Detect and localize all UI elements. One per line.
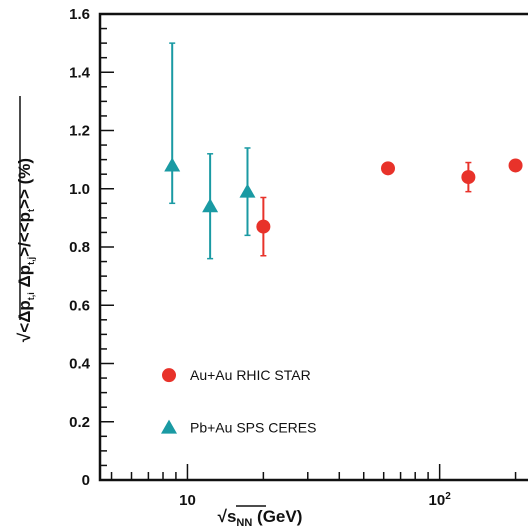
legend-label: Pb+Au SPS CERES bbox=[190, 420, 316, 436]
y-tick-label: 1.4 bbox=[69, 64, 91, 81]
data-point bbox=[164, 157, 181, 172]
x-tick-label: 10 bbox=[179, 492, 196, 509]
axis-ticks bbox=[100, 13, 517, 481]
y-tick-label: 0.4 bbox=[69, 356, 91, 373]
y-tick-label: 1.2 bbox=[69, 123, 90, 140]
legend-marker bbox=[161, 419, 177, 434]
data-point bbox=[508, 158, 523, 173]
y-tick-label: 0.8 bbox=[69, 239, 90, 256]
legend: Au+Au RHIC STAR Pb+Au SPS CERES bbox=[161, 367, 316, 436]
y-tick-label: 1.0 bbox=[69, 181, 90, 198]
x-axis-title-text: √sNN (GeV) bbox=[218, 507, 303, 527]
plot-frame bbox=[98, 12, 528, 482]
x-axis-title: √sNN (GeV) bbox=[218, 505, 303, 527]
data-point bbox=[380, 161, 395, 176]
data-point bbox=[256, 219, 271, 234]
y-axis-title-text: √<Δpt,i Δpt,j>/<<pt>> (%) bbox=[15, 158, 36, 342]
data-point bbox=[461, 170, 476, 185]
x-tick-labels: 10 102 bbox=[179, 491, 451, 509]
legend-marker bbox=[162, 368, 176, 383]
data-point bbox=[239, 183, 256, 198]
y-tick-label: 0.2 bbox=[69, 414, 90, 431]
legend-label: Au+Au RHIC STAR bbox=[190, 367, 311, 383]
y-tick-label: 1.6 bbox=[69, 6, 90, 23]
x-tick-label: 102 bbox=[429, 491, 452, 509]
data-point bbox=[202, 198, 219, 213]
series-1 bbox=[164, 42, 256, 260]
y-tick-labels: 0 0.2 0.4 0.6 0.8 1.0 1.2 1.4 1.6 bbox=[69, 6, 91, 489]
y-axis-title: √<Δpt,i Δpt,j>/<<pt>> (%) bbox=[15, 96, 36, 342]
y-tick-label: 0 bbox=[82, 472, 90, 489]
data-series bbox=[164, 42, 523, 260]
series-0 bbox=[256, 158, 523, 257]
y-tick-label: 0.6 bbox=[69, 297, 90, 314]
